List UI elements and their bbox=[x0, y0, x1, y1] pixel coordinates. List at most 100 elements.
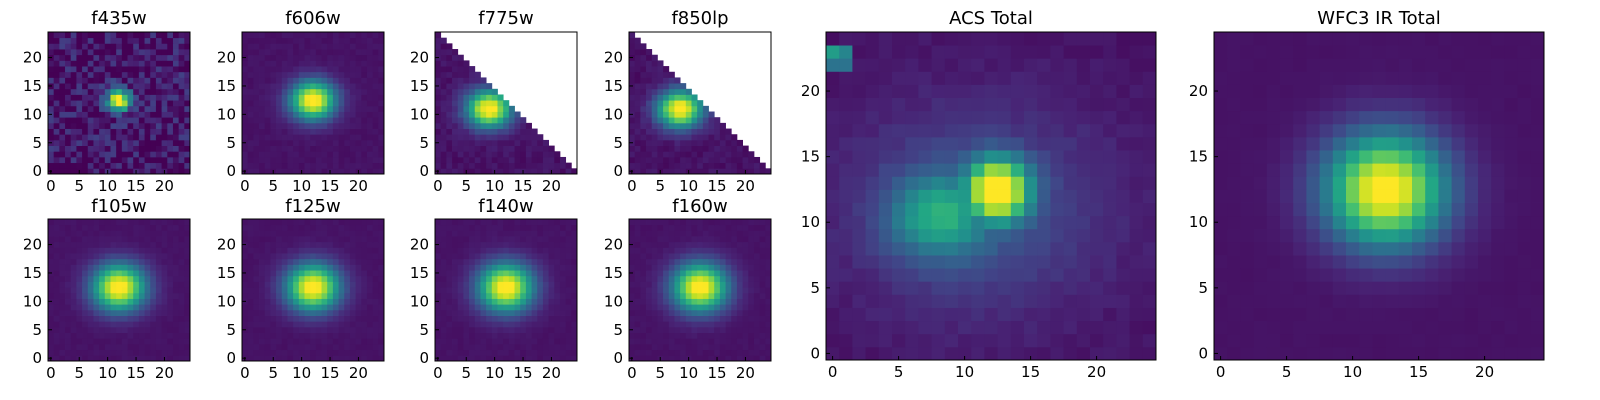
heatmap-cell bbox=[184, 287, 191, 294]
heatmap-cell bbox=[178, 275, 185, 282]
heatmap-cell bbox=[435, 304, 442, 311]
heatmap-cell bbox=[657, 230, 664, 237]
heatmap-cell bbox=[1142, 346, 1157, 361]
heatmap-cell bbox=[167, 275, 174, 282]
heatmap-cell bbox=[253, 219, 260, 226]
heatmap-cell bbox=[127, 224, 134, 231]
heatmap-cell bbox=[172, 134, 180, 141]
heatmap-cell bbox=[469, 105, 476, 112]
heatmap-cell bbox=[759, 275, 766, 282]
heatmap-cell bbox=[259, 264, 266, 271]
heatmap-cell bbox=[446, 54, 453, 61]
heatmap-cell bbox=[293, 71, 300, 78]
heatmap-cell bbox=[839, 228, 853, 243]
heatmap-cell bbox=[127, 236, 134, 243]
heatmap-cell bbox=[748, 224, 755, 231]
heatmap-cell bbox=[372, 236, 379, 243]
heatmap-cell bbox=[685, 326, 692, 333]
heatmap-cell bbox=[247, 253, 254, 260]
heatmap-cell bbox=[378, 105, 385, 112]
heatmap-cell bbox=[685, 105, 692, 112]
heatmap-cell bbox=[486, 332, 493, 339]
heatmap-cell bbox=[457, 77, 464, 84]
heatmap-cell bbox=[178, 298, 185, 305]
heatmap-cell bbox=[640, 253, 647, 260]
heatmap-cell bbox=[321, 139, 328, 146]
heatmap-cell bbox=[486, 304, 493, 311]
heatmap-cell bbox=[680, 241, 687, 248]
heatmap-cell bbox=[446, 315, 453, 322]
heatmap-cell bbox=[565, 275, 572, 282]
heatmap-cell bbox=[327, 37, 334, 44]
heatmap-cell bbox=[310, 49, 317, 56]
heatmap-cell bbox=[344, 32, 351, 39]
heatmap-cell bbox=[167, 224, 174, 231]
heatmap-cell bbox=[571, 338, 578, 345]
heatmap-cell bbox=[167, 326, 174, 333]
heatmap-cell bbox=[184, 321, 191, 328]
heatmap-cell bbox=[82, 355, 89, 362]
heatmap-cell bbox=[503, 315, 510, 322]
heatmap-cell bbox=[53, 287, 60, 294]
heatmap-cell bbox=[276, 292, 283, 299]
heatmap-cell bbox=[48, 258, 55, 265]
heatmap-cell bbox=[53, 49, 60, 56]
heatmap-cell bbox=[1129, 268, 1144, 282]
heatmap-cell bbox=[1076, 189, 1091, 203]
heatmap-cell bbox=[87, 332, 94, 339]
heatmap-cell bbox=[736, 298, 743, 305]
heatmap-cell bbox=[247, 326, 254, 333]
heatmap-cell bbox=[719, 332, 726, 339]
heatmap-cell bbox=[327, 321, 334, 328]
heatmap-cell bbox=[76, 321, 83, 328]
heatmap-cell bbox=[944, 202, 959, 217]
heatmap-cell bbox=[293, 134, 300, 141]
heatmap-cell bbox=[82, 37, 89, 44]
heatmap-cell bbox=[554, 224, 561, 231]
heatmap-cell bbox=[172, 88, 180, 95]
heatmap-cell bbox=[731, 145, 738, 152]
heatmap-cell bbox=[537, 281, 544, 288]
heatmap-cell bbox=[178, 105, 185, 112]
heatmap-cell bbox=[93, 162, 100, 169]
heatmap-cell bbox=[287, 37, 294, 44]
heatmap-cell bbox=[144, 253, 151, 260]
heatmap-cell bbox=[315, 292, 322, 299]
heatmap-cell bbox=[315, 281, 322, 288]
heatmap-cell bbox=[469, 94, 476, 101]
heatmap-cell bbox=[298, 94, 305, 101]
heatmap-cell bbox=[253, 236, 260, 243]
heatmap-cell bbox=[270, 60, 277, 67]
heatmap-cell bbox=[293, 321, 300, 328]
heatmap-cell bbox=[1037, 307, 1051, 322]
heatmap-cell bbox=[155, 88, 162, 95]
heatmap-cell bbox=[76, 100, 83, 107]
heatmap-cell bbox=[184, 236, 191, 243]
heatmap-cell bbox=[457, 156, 464, 164]
heatmap-cell bbox=[719, 304, 726, 311]
heatmap-cell bbox=[338, 304, 345, 311]
heatmap-cell bbox=[680, 168, 687, 175]
heatmap-cell bbox=[172, 66, 180, 73]
heatmap-cell bbox=[344, 37, 351, 44]
heatmap-cell bbox=[104, 304, 111, 311]
x-tick-label: 15 bbox=[126, 364, 145, 382]
heatmap-cell bbox=[361, 54, 368, 61]
heatmap-cell bbox=[315, 37, 322, 44]
heatmap-cell bbox=[765, 343, 772, 351]
heatmap-cell bbox=[753, 309, 761, 316]
heatmap-cell bbox=[155, 219, 162, 226]
heatmap-cell bbox=[366, 128, 374, 135]
heatmap-cell bbox=[697, 111, 704, 118]
heatmap-cell bbox=[646, 287, 653, 294]
heatmap-cell bbox=[304, 264, 311, 271]
heatmap-cell bbox=[310, 122, 317, 129]
heatmap-cell bbox=[332, 162, 339, 169]
heatmap-cell bbox=[565, 258, 572, 265]
heatmap-cell bbox=[452, 111, 459, 118]
heatmap-cell bbox=[155, 253, 162, 260]
heatmap-cell bbox=[53, 338, 60, 345]
heatmap-cell bbox=[48, 264, 55, 271]
heatmap-cell bbox=[247, 111, 254, 118]
heatmap-cell bbox=[480, 156, 487, 164]
